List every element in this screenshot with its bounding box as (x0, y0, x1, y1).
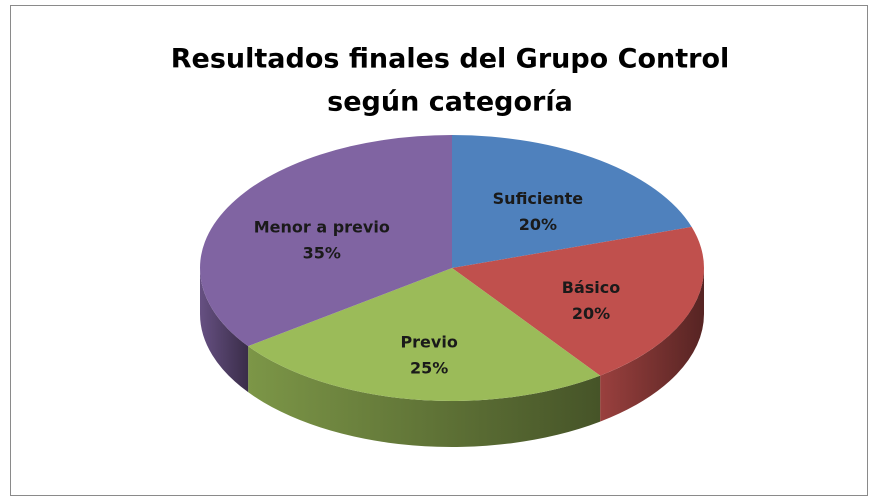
pie-slice (248, 268, 601, 402)
data-label-value: 35% (303, 243, 341, 262)
data-label-value: 25% (410, 358, 448, 377)
data-label-category: Básico (562, 278, 620, 297)
data-label-value: 20% (572, 304, 610, 323)
pie-slice-side (600, 268, 704, 422)
data-label-category: Suficiente (493, 189, 584, 208)
chart-title: Resultados finales del Grupo Control (171, 44, 730, 75)
pie-slice-side (200, 268, 249, 393)
pie-slice-side (248, 346, 601, 447)
data-label-category: Menor a previo (254, 217, 390, 236)
pie-slice (200, 135, 452, 347)
data-label-category: Previo (400, 332, 457, 351)
pie-slice (452, 135, 692, 268)
data-label-value: 20% (519, 215, 557, 234)
chart-title: según categoría (327, 87, 573, 118)
pie-slice (452, 226, 704, 376)
